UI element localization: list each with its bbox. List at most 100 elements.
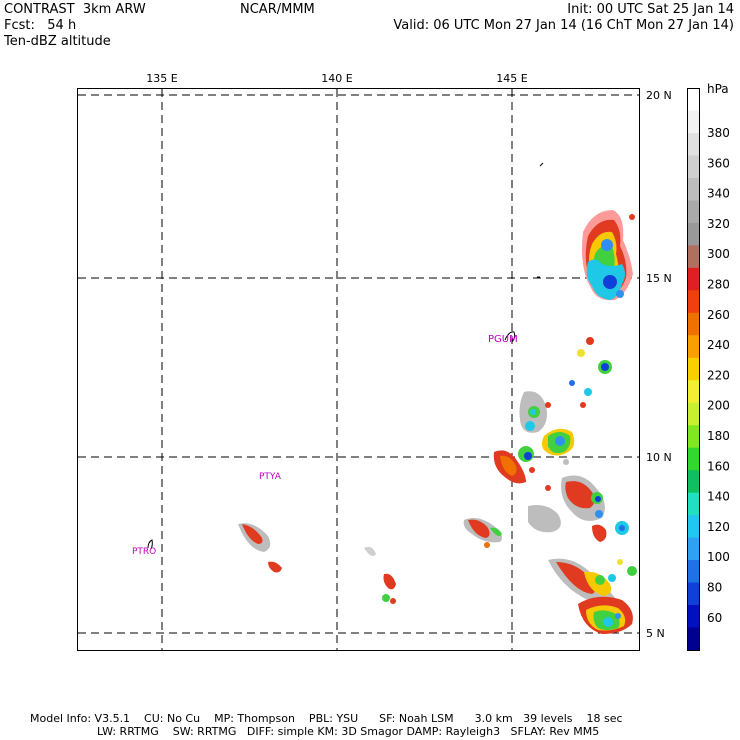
echo-cell [528, 505, 561, 533]
lat-label-20n: 20 N [646, 89, 672, 102]
colorbar-swatch [687, 177, 699, 201]
colorbar-tick-label: 340 [707, 187, 730, 201]
colorbar-swatch [687, 155, 699, 179]
echo-cell [484, 542, 490, 548]
colorbar-tick-label: 80 [707, 581, 722, 595]
colorbar [687, 88, 700, 651]
echo-cell [592, 524, 607, 542]
center-name: NCAR/MMM [240, 2, 315, 17]
colorbar-swatch [687, 627, 699, 651]
echo-cell [242, 524, 263, 544]
colorbar-swatch [687, 425, 699, 449]
colorbar-tick-label: 200 [707, 399, 730, 413]
map-frame [77, 88, 640, 651]
colorbar-swatch [687, 267, 699, 291]
colorbar-tick-label: 240 [707, 338, 730, 352]
echo-cell [608, 574, 616, 582]
colorbar-tick-label: 160 [707, 459, 730, 473]
colorbar-swatch [687, 605, 699, 629]
echo-cell [364, 546, 376, 556]
lon-label-140e: 140 E [321, 72, 352, 85]
colorbar-swatch [687, 582, 699, 606]
palau-coast [147, 539, 153, 550]
colorbar-tick-label: 320 [707, 217, 730, 231]
echo-cell [545, 485, 551, 491]
colorbar-swatch [687, 447, 699, 471]
echo-cell [586, 337, 594, 345]
echo-cell [524, 452, 532, 460]
marianas-islet [539, 162, 544, 167]
colorbar-swatch [687, 290, 699, 314]
colorbar-tick-label: 60 [707, 611, 722, 625]
lon-label-145e: 145 E [496, 72, 527, 85]
echo-cell [584, 388, 592, 396]
model-info-line1: Model Info: V3.5.1 CU: No Cu MP: Thompso… [30, 712, 623, 725]
model-name: CONTRAST 3km ARW [4, 2, 146, 17]
colorbar-tick-label: 220 [707, 368, 730, 382]
colorbar-swatch [687, 402, 699, 426]
echo-cell [525, 421, 535, 431]
colorbar-swatch [687, 537, 699, 561]
echo-cell [603, 275, 617, 289]
echo-cell [617, 559, 623, 565]
echo-cell [565, 481, 595, 509]
echo-cell [490, 527, 502, 536]
colorbar-swatch [687, 222, 699, 246]
echo-cell [383, 573, 396, 590]
colorbar-swatch [687, 200, 699, 224]
echo-cell [530, 409, 536, 415]
echo-top-cells [238, 210, 637, 634]
colorbar-swatch [687, 110, 699, 134]
echo-cell [382, 594, 390, 602]
echo-cell [595, 496, 601, 502]
lat-label-15n: 15 N [646, 272, 672, 285]
echo-cell [601, 363, 609, 371]
colorbar-swatch [687, 492, 699, 516]
echo-cell [615, 613, 621, 619]
echo-cell [595, 575, 605, 585]
colorbar-tick-label: 380 [707, 126, 730, 140]
colorbar-swatch [687, 245, 699, 269]
lat-label-10n: 10 N [646, 451, 672, 464]
colorbar-tick-label: 260 [707, 308, 730, 322]
echo-cell [601, 239, 613, 251]
colorbar-unit: hPa [707, 82, 729, 96]
colorbar-tick-labels: 380 360 340 320 300 280 260 240 220 200 180 160 140 1… [707, 126, 730, 625]
echo-cell [555, 436, 565, 446]
echo-cell [468, 519, 490, 538]
echo-cell [563, 459, 569, 465]
field-name: Ten-dBZ altitude [4, 34, 111, 49]
echo-cell [629, 214, 635, 220]
colorbar-tick-label: 120 [707, 520, 730, 534]
colorbar-tick-label: 360 [707, 156, 730, 170]
lat-label-5n: 5 N [646, 627, 665, 640]
echo-cell [619, 525, 625, 531]
colorbar-swatch [687, 560, 699, 584]
colorbar-frame [687, 88, 700, 651]
echo-cell [595, 510, 603, 518]
colorbar-swatch [687, 88, 699, 111]
coastlines [147, 94, 544, 550]
forecast-hour: Fcst: 54 h [4, 18, 77, 33]
echo-cell [569, 380, 575, 386]
colorbar-tick-label: 100 [707, 550, 730, 564]
station-ptro: PTRO [132, 547, 156, 557]
station-pgum: PGUM [488, 334, 518, 345]
colorbar-swatch [687, 357, 699, 381]
model-info-line2: LW: RRTMG SW: RRTMG DIFF: simple KM: 3D … [97, 725, 600, 738]
lon-label-135e: 135 E [146, 72, 177, 85]
guam-coast [504, 331, 516, 343]
echo-cell [556, 562, 596, 594]
station-ptya: PTYA [259, 472, 282, 482]
colorbar-swatch [687, 470, 699, 494]
echo-cell [627, 566, 637, 576]
colorbar-tick-label: 180 [707, 429, 730, 443]
echo-cell [529, 467, 535, 473]
echo-cell [616, 290, 624, 298]
colorbar-swatch [687, 335, 699, 359]
echo-cell [603, 617, 613, 627]
echo-cell [580, 402, 586, 408]
colorbar-swatch [687, 515, 699, 539]
colorbar-swatch [687, 312, 699, 336]
